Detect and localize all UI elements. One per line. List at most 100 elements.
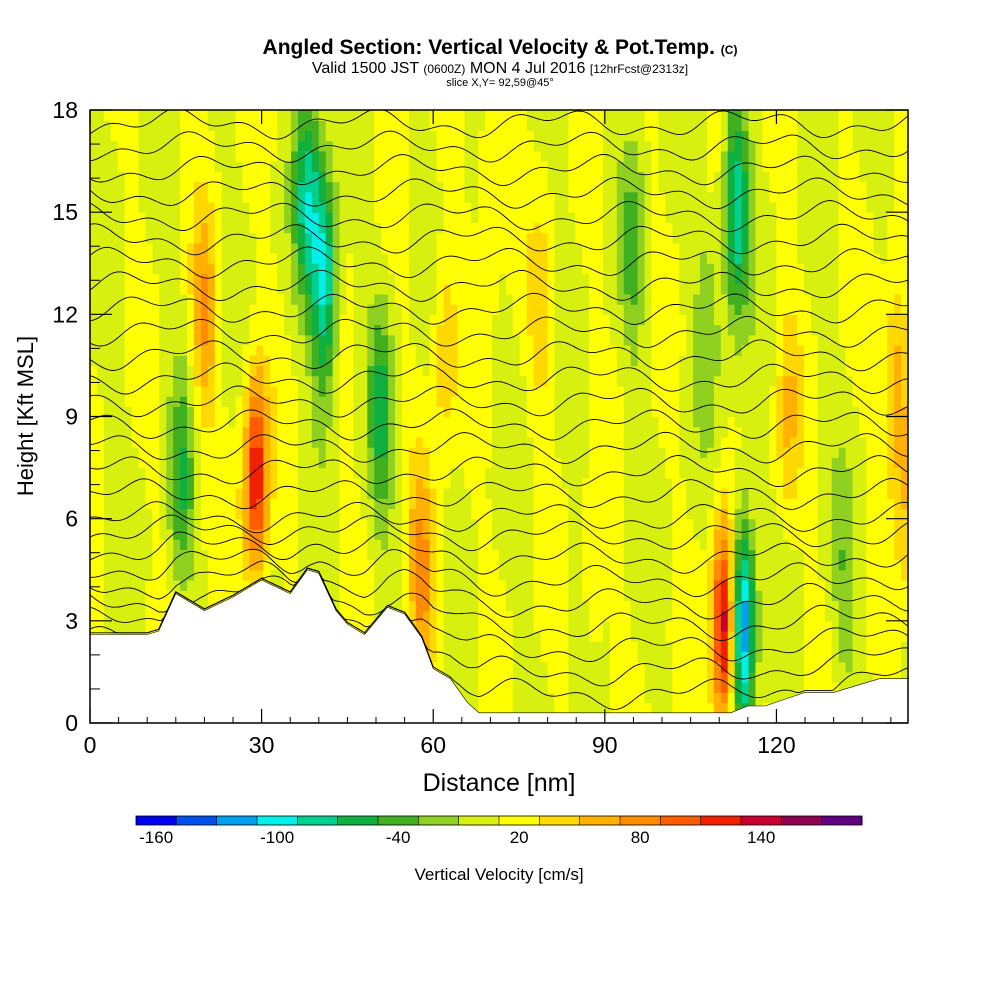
velocity-cell [325, 344, 334, 356]
velocity-cell [644, 385, 653, 397]
velocity-cell [367, 559, 375, 571]
velocity-cell [519, 528, 528, 540]
velocity-cell [297, 406, 306, 418]
velocity-cell [256, 375, 264, 387]
velocity-cell [152, 324, 160, 336]
velocity-cell [540, 508, 549, 520]
velocity-cell [374, 549, 382, 561]
velocity-cell [526, 559, 535, 571]
velocity-cell [110, 150, 119, 162]
velocity-cell [630, 110, 639, 121]
velocity-cell [249, 498, 257, 510]
velocity-cell [339, 283, 348, 295]
velocity-cell [360, 488, 368, 499]
velocity-cell [221, 467, 230, 479]
velocity-cell [221, 171, 230, 183]
velocity-cell [256, 385, 264, 397]
velocity-cell [221, 181, 230, 193]
velocity-cell [644, 201, 653, 213]
velocity-cell [207, 232, 216, 244]
velocity-cell [270, 140, 278, 152]
velocity-cell [180, 488, 188, 499]
velocity-cell [609, 242, 618, 254]
velocity-cell [478, 692, 486, 704]
velocity-cell [561, 324, 569, 336]
velocity-cell [602, 692, 611, 704]
velocity-cell [346, 293, 355, 305]
velocity-cell [193, 590, 202, 601]
velocity-cell [96, 161, 105, 172]
velocity-cell [332, 232, 341, 244]
velocity-cell [152, 222, 160, 234]
velocity-cell [124, 385, 133, 397]
velocity-cell [311, 140, 320, 152]
velocity-cell [450, 559, 458, 571]
velocity-cell [332, 355, 341, 367]
velocity-cell [561, 631, 569, 642]
velocity-cell [519, 253, 528, 264]
velocity-cell [297, 549, 306, 561]
velocity-cell [644, 692, 653, 704]
velocity-cell [193, 304, 202, 315]
velocity-cell [138, 191, 147, 203]
velocity-cell [173, 508, 181, 520]
velocity-cell [422, 406, 431, 418]
velocity-cell [436, 181, 445, 193]
velocity-cell [277, 242, 285, 254]
velocity-cell [616, 426, 625, 438]
velocity-cell [526, 447, 535, 458]
velocity-cell [193, 283, 202, 295]
velocity-cell [353, 610, 361, 622]
velocity-cell [596, 436, 604, 448]
velocity-cell [512, 416, 521, 428]
velocity-cell [630, 212, 639, 223]
velocity-cell [339, 528, 348, 540]
velocity-cell [263, 120, 271, 132]
velocity-cell [284, 508, 292, 520]
velocity-cell [263, 171, 271, 183]
velocity-cell [450, 181, 458, 193]
velocity-cell [346, 477, 355, 489]
velocity-cell [512, 518, 521, 530]
velocity-cell [644, 559, 653, 571]
velocity-cell [505, 161, 514, 172]
velocity-cell [575, 375, 583, 387]
velocity-cell [623, 477, 632, 489]
velocity-cell [540, 559, 549, 571]
velocity-cell [388, 181, 396, 193]
velocity-cell [180, 273, 188, 285]
velocity-cell [568, 436, 576, 448]
velocity-cell [422, 457, 431, 469]
velocity-cell [346, 396, 355, 407]
velocity-cell [96, 426, 105, 438]
velocity-cell [138, 447, 147, 458]
velocity-cell [651, 631, 660, 642]
velocity-cell [589, 355, 597, 367]
velocity-cell [110, 171, 119, 183]
velocity-cell [297, 334, 306, 346]
velocity-cell [589, 283, 597, 295]
velocity-cell [242, 416, 251, 428]
velocity-cell [360, 283, 368, 295]
velocity-cell [561, 641, 569, 653]
velocity-cell [270, 508, 278, 520]
velocity-cell [374, 324, 382, 336]
velocity-cell [207, 171, 216, 183]
velocity-cell [658, 232, 666, 244]
velocity-cell [159, 498, 167, 510]
velocity-cell [637, 201, 646, 213]
velocity-cell [575, 702, 583, 714]
velocity-cell [270, 559, 278, 571]
velocity-cell [464, 273, 472, 285]
velocity-cell [519, 222, 528, 234]
velocity-cell [408, 140, 417, 152]
velocity-cell [138, 559, 147, 571]
velocity-cell [408, 150, 417, 162]
velocity-cell [575, 416, 583, 428]
velocity-cell [90, 344, 98, 356]
velocity-cell [221, 314, 230, 326]
velocity-cell [235, 242, 244, 254]
velocity-cell [263, 375, 271, 387]
velocity-cell [422, 242, 431, 254]
velocity-cell [374, 304, 382, 315]
